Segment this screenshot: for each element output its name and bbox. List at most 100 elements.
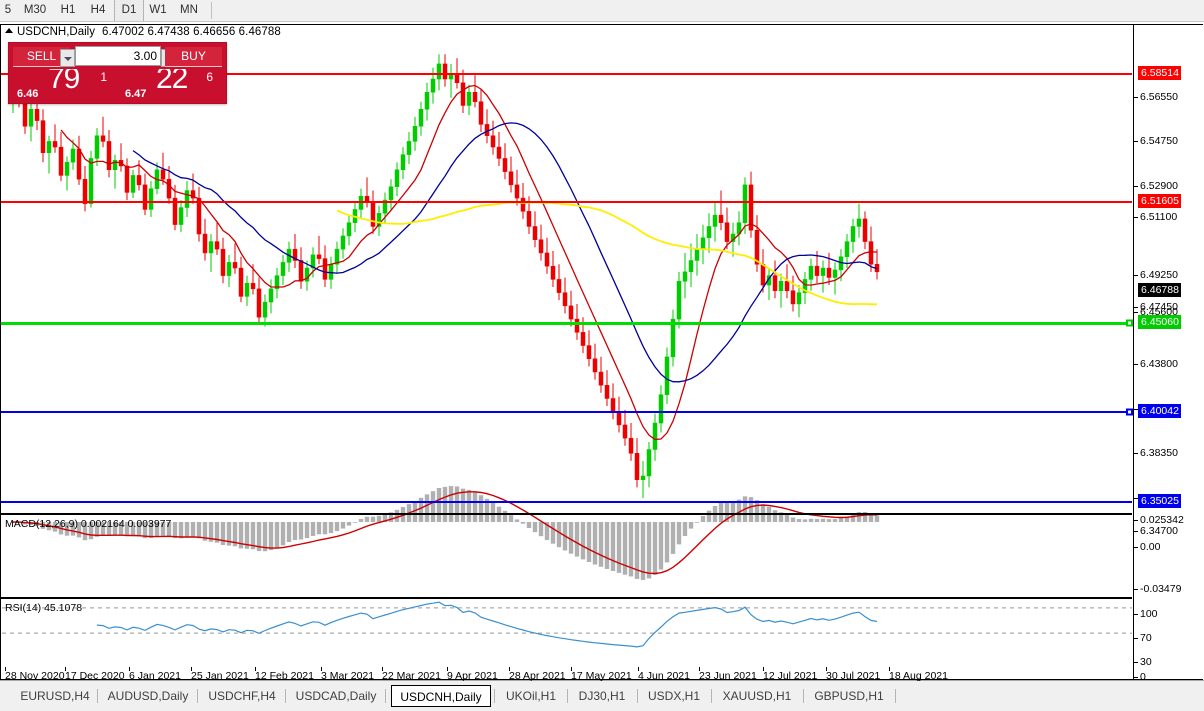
indicator-scale-label: 0 (1140, 671, 1146, 683)
macd-histogram-bar (814, 519, 820, 522)
support-6.40042-handle[interactable] (1126, 408, 1133, 416)
support-6.45060[interactable] (1, 322, 1132, 325)
date-scale[interactable]: 28 Nov 2020 17 Dec 2020 6 Jan 2021 25 Jan 2… (1, 667, 1132, 689)
timeframe-button-5[interactable]: 5 (4, 4, 12, 16)
volume-input[interactable]: 3.00 (60, 46, 176, 67)
macd-histogram-bar (538, 522, 544, 537)
macd-histogram-bar (748, 497, 754, 522)
macd-histogram-bar (250, 522, 256, 550)
indicator-tick (1133, 638, 1138, 639)
macd-histogram-bar (784, 514, 790, 522)
chart-tab-usdcnh-daily[interactable]: USDCNH,Daily (391, 685, 491, 707)
chart-tab-eurusd-h4[interactable]: EURUSD,H4 (20, 689, 90, 703)
macd-histogram-bar (286, 522, 292, 543)
price-label: 6.51100 (1140, 211, 1178, 223)
price-label: 6.38350 (1140, 447, 1178, 459)
macd-histogram-bar (604, 522, 610, 569)
timeframe-button-h1[interactable]: H1 (60, 4, 76, 16)
macd-histogram-bar (238, 522, 244, 549)
chart-tab-xauusd-h1[interactable]: XAUUSD,H1 (722, 689, 792, 703)
price-label-tag-black: 6.46788 (1138, 283, 1181, 297)
volume-decrease-button[interactable] (60, 49, 75, 67)
buy-button[interactable]: BUY (165, 47, 222, 67)
buy-price-quote[interactable]: 6.47 22 6 (120, 69, 223, 102)
macd-histogram-bar (430, 491, 436, 522)
macd-histogram-bar (394, 509, 400, 522)
price-tick (1133, 409, 1138, 410)
macd-histogram-bar (826, 519, 832, 522)
chart-tab-usdcad-daily[interactable]: USDCAD,Daily (295, 689, 377, 703)
resistance-6.58514[interactable] (1, 73, 1132, 75)
trade-panel-top: SELL 3.00 BUY (9, 43, 226, 69)
tab-separator (567, 689, 568, 703)
tab-separator (285, 689, 286, 703)
sell-button[interactable]: SELL (13, 47, 70, 67)
resistance-6.51605[interactable] (1, 201, 1132, 203)
chart-tab-audusd-daily[interactable]: AUDUSD,Daily (107, 689, 189, 703)
price-tick (1133, 307, 1138, 308)
chart-area[interactable] (0, 24, 1203, 680)
date-label: 25 Jan 2021 (191, 670, 249, 682)
tab-separator (637, 689, 638, 703)
indicator-tick (1133, 677, 1138, 678)
macd-histogram-bar (304, 522, 310, 539)
macd-histogram-bar (628, 522, 634, 577)
date-tick (382, 667, 383, 671)
macd-histogram-bar (484, 498, 490, 522)
macd-histogram-bar (118, 522, 124, 535)
macd-histogram-bar (520, 522, 526, 524)
price-tick (1133, 453, 1138, 454)
macd-histogram-bar (682, 522, 688, 537)
chart-tab-ukoil-h1[interactable]: UKOil,H1 (505, 689, 556, 703)
collapse-triangle-icon[interactable] (5, 28, 13, 33)
macd-histogram-bar (172, 522, 178, 539)
date-tick (447, 667, 448, 671)
macd-histogram-bar (868, 513, 874, 522)
price-scale[interactable]: 6.56550 6.54750 6.52900 6.51100 6.49250 6.474… (1133, 25, 1203, 683)
timeframe-button-d1[interactable]: D1 (114, 0, 144, 21)
one-click-trading-panel[interactable]: SELL 3.00 BUY 6.46 79 1 6.47 22 6 (8, 42, 227, 104)
price-label: 6.52900 (1140, 180, 1178, 192)
timeframe-button-m30[interactable]: M30 (23, 4, 47, 16)
timeframe-button-h4[interactable]: H4 (90, 4, 106, 16)
chart-tab-usdx-h1[interactable]: USDX,H1 (647, 689, 700, 703)
chart-tab-gbpusd-h1[interactable]: GBPUSD,H1 (814, 689, 884, 703)
date-tick (826, 667, 827, 671)
macd-histogram-bar (256, 522, 262, 552)
date-label: 3 Mar 2021 (321, 670, 375, 682)
support-6.40042[interactable] (1, 411, 1132, 413)
macd-histogram-bar (508, 515, 514, 522)
macd-histogram-bar (112, 522, 118, 535)
support-6.45060-handle[interactable] (1126, 319, 1133, 327)
macd-histogram-bar (412, 501, 418, 522)
timeframe-button-w1[interactable]: W1 (149, 4, 167, 16)
timeframe-button-mn[interactable]: MN (180, 4, 198, 16)
chart-ohlc-values: 6.47002 6.47438 6.46656 6.46788 (101, 26, 281, 38)
macd-histogram-bar (70, 522, 76, 536)
macd-histogram-bar (460, 488, 466, 522)
rsi-indicator-label[interactable]: RSI(14) 45.1078 (5, 602, 83, 614)
date-tick (65, 667, 66, 671)
macd-histogram-bar (268, 522, 274, 551)
date-label: 9 Apr 2021 (447, 670, 498, 682)
macd-indicator-label[interactable]: MACD(12,26,9) 0.002164 0.003977 (5, 518, 172, 530)
date-tick (321, 667, 322, 671)
macd-histogram-bar (274, 522, 280, 549)
macd-histogram-bar (262, 522, 268, 552)
support-6.35025[interactable] (1, 501, 1132, 503)
rsi-line (96, 601, 878, 648)
sell-price-quote[interactable]: 6.46 79 1 (12, 69, 115, 102)
chart-tab-usdchf-h4[interactable]: USDCHF,H4 (208, 689, 276, 703)
buy-price-prefix: 6.47 (125, 88, 147, 100)
macd-histogram-bar (166, 522, 172, 537)
macd-histogram-bar (130, 522, 136, 537)
chart-tab-dj30-h1[interactable]: DJ30,H1 (578, 689, 626, 703)
date-label: 4 Jun 2021 (638, 670, 690, 682)
date-tick (5, 667, 6, 671)
price-tick (1133, 312, 1138, 313)
date-tick (255, 667, 256, 671)
date-tick (191, 667, 192, 671)
macd-histogram-bar (754, 500, 760, 522)
date-label: 6 Jan 2021 (129, 670, 181, 682)
